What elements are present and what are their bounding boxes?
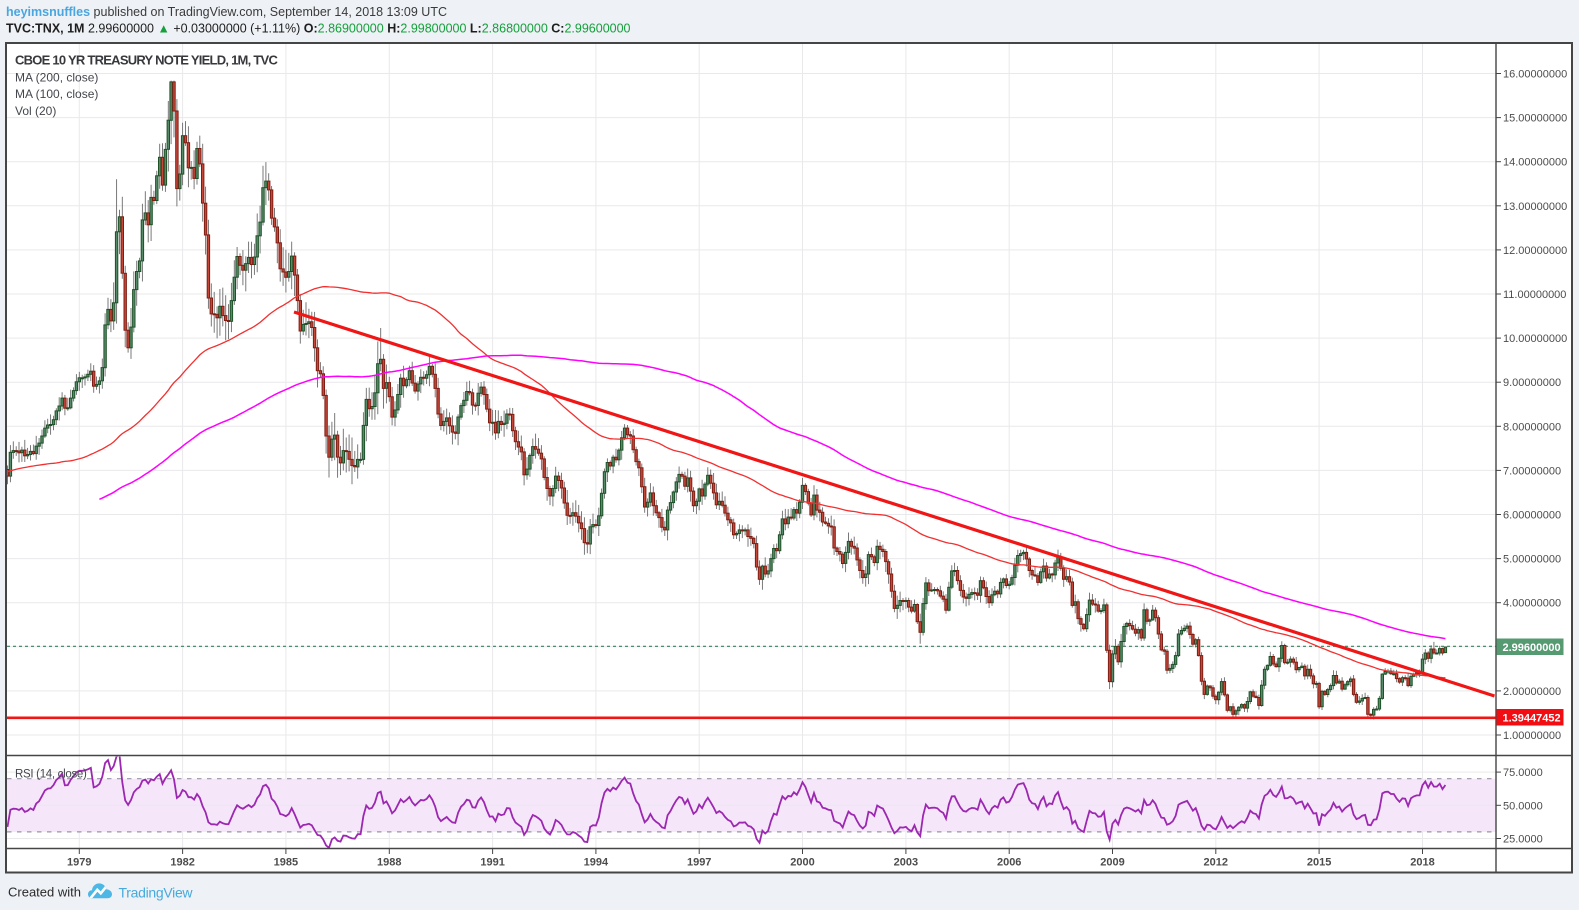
svg-text:14.00000000: 14.00000000 xyxy=(1503,157,1567,169)
svg-text:1.00000000: 1.00000000 xyxy=(1503,730,1561,742)
svg-text:13.00000000: 13.00000000 xyxy=(1503,201,1567,213)
svg-text:2012: 2012 xyxy=(1204,857,1228,869)
svg-text:2009: 2009 xyxy=(1100,857,1124,869)
svg-text:4.00000000: 4.00000000 xyxy=(1503,598,1561,610)
svg-text:MA (200, close): MA (200, close) xyxy=(15,70,98,84)
svg-text:2015: 2015 xyxy=(1307,857,1331,869)
svg-text:5.00000000: 5.00000000 xyxy=(1503,554,1561,566)
svg-text:2000: 2000 xyxy=(790,857,814,869)
svg-text:7.00000000: 7.00000000 xyxy=(1503,465,1561,477)
svg-text:6.00000000: 6.00000000 xyxy=(1503,510,1561,522)
svg-text:2003: 2003 xyxy=(894,857,918,869)
svg-text:Vol (20): Vol (20) xyxy=(15,104,56,118)
svg-text:Created with: Created with xyxy=(8,885,81,900)
svg-text:CBOE 10 YR TREASURY NOTE YIELD: CBOE 10 YR TREASURY NOTE YIELD, 1M, TVC xyxy=(15,52,278,67)
svg-text:2.00000000: 2.00000000 xyxy=(1503,686,1561,698)
svg-text:1988: 1988 xyxy=(377,857,401,869)
svg-text:MA (100, close): MA (100, close) xyxy=(15,87,98,101)
svg-text:11.00000000: 11.00000000 xyxy=(1503,289,1566,301)
svg-text:1982: 1982 xyxy=(170,857,194,869)
svg-text:2.99600000: 2.99600000 xyxy=(1503,642,1561,654)
svg-text:RSI (14, close): RSI (14, close) xyxy=(15,769,87,781)
svg-text:15.00000000: 15.00000000 xyxy=(1503,113,1567,125)
svg-text:1985: 1985 xyxy=(274,857,298,869)
svg-text:2018: 2018 xyxy=(1410,857,1434,869)
svg-text:10.00000000: 10.00000000 xyxy=(1503,333,1567,345)
svg-text:heyimsnuffles published on Tra: heyimsnuffles published on TradingView.c… xyxy=(6,5,447,19)
svg-text:1991: 1991 xyxy=(480,857,504,869)
svg-text:TVC:TNX, 1M 2.99600000 ▲ +0.0: TVC:TNX, 1M 2.99600000 ▲ +0.03000000 (+1… xyxy=(6,21,631,35)
svg-text:75.0000: 75.0000 xyxy=(1503,767,1543,779)
svg-text:1.39447452: 1.39447452 xyxy=(1503,713,1561,725)
svg-text:1979: 1979 xyxy=(67,857,91,869)
svg-text:9.00000000: 9.00000000 xyxy=(1503,377,1561,389)
svg-text:8.00000000: 8.00000000 xyxy=(1503,421,1561,433)
svg-text:TradingView: TradingView xyxy=(119,885,194,901)
svg-text:12.00000000: 12.00000000 xyxy=(1503,245,1567,257)
svg-text:25.0000: 25.0000 xyxy=(1503,834,1543,846)
svg-text:16.00000000: 16.00000000 xyxy=(1503,69,1567,81)
svg-text:1994: 1994 xyxy=(584,857,609,869)
svg-text:1997: 1997 xyxy=(687,857,711,869)
svg-text:50.0000: 50.0000 xyxy=(1503,800,1543,812)
svg-text:2006: 2006 xyxy=(997,857,1021,869)
